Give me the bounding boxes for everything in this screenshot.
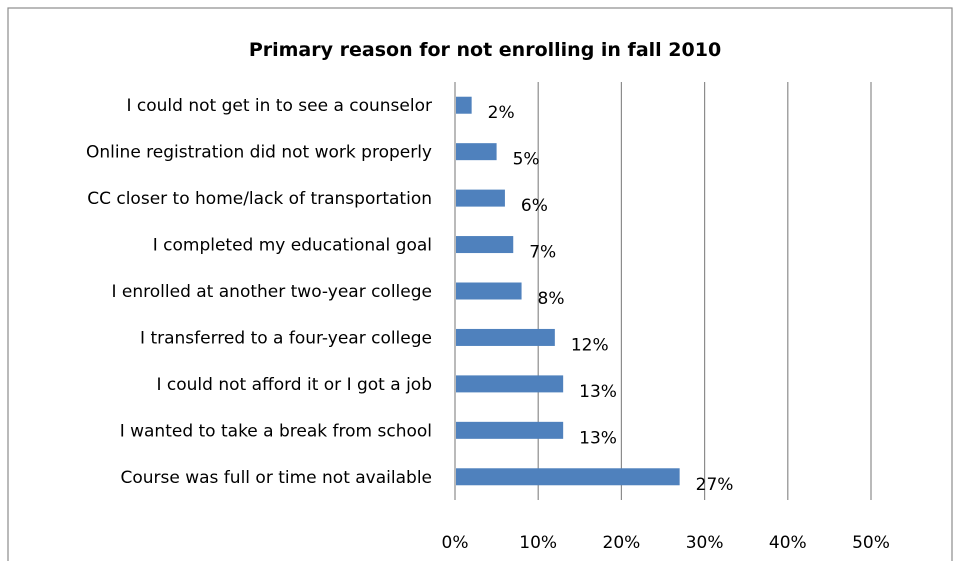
bar bbox=[456, 328, 555, 346]
category-label: I wanted to take a break from school bbox=[120, 421, 432, 441]
bar bbox=[456, 236, 514, 254]
data-label: 7% bbox=[529, 243, 556, 263]
bar bbox=[456, 96, 472, 114]
bar bbox=[456, 421, 564, 439]
category-label: I transferred to a four-year college bbox=[140, 328, 432, 348]
bar bbox=[456, 189, 505, 207]
category-label: I could not get in to see a counselor bbox=[126, 96, 432, 116]
gridlines bbox=[537, 82, 872, 500]
data-labels: 2% 5% 6% 7% 8% 12% 13% 13% 27% bbox=[488, 103, 734, 495]
data-label: 6% bbox=[521, 196, 548, 216]
x-tick-label: 40% bbox=[769, 533, 807, 553]
data-label: 13% bbox=[579, 382, 617, 402]
data-label: 5% bbox=[513, 150, 540, 170]
data-label: 13% bbox=[579, 428, 617, 448]
data-label: 2% bbox=[488, 103, 515, 123]
data-label: 27% bbox=[696, 475, 734, 495]
category-label: I could not afford it or I got a job bbox=[156, 375, 432, 395]
x-tick-label: 30% bbox=[686, 533, 724, 553]
category-label: CC closer to home/lack of transportation bbox=[87, 189, 432, 209]
bars bbox=[456, 96, 680, 486]
x-tick-label: 0% bbox=[442, 533, 469, 553]
x-tick-label: 20% bbox=[603, 533, 641, 553]
x-tick-label: 50% bbox=[852, 533, 890, 553]
x-axis-tick-labels: 0% 10% 20% 30% 40% 50% bbox=[442, 533, 890, 553]
category-label: I completed my educational goal bbox=[153, 236, 432, 256]
chart-title: Primary reason for not enrolling in fall… bbox=[249, 39, 721, 61]
bar bbox=[456, 468, 680, 486]
category-label: I enrolled at another two-year college bbox=[112, 282, 433, 302]
bar bbox=[456, 143, 497, 161]
category-label: Online registration did not work properl… bbox=[86, 143, 432, 163]
bar bbox=[456, 282, 522, 300]
data-label: 12% bbox=[571, 335, 609, 355]
bar bbox=[456, 375, 564, 393]
category-labels: I could not get in to see a counselor Onl… bbox=[86, 96, 432, 488]
data-label: 8% bbox=[538, 289, 565, 309]
x-tick-label: 10% bbox=[519, 533, 557, 553]
category-label: Course was full or time not available bbox=[120, 468, 432, 488]
